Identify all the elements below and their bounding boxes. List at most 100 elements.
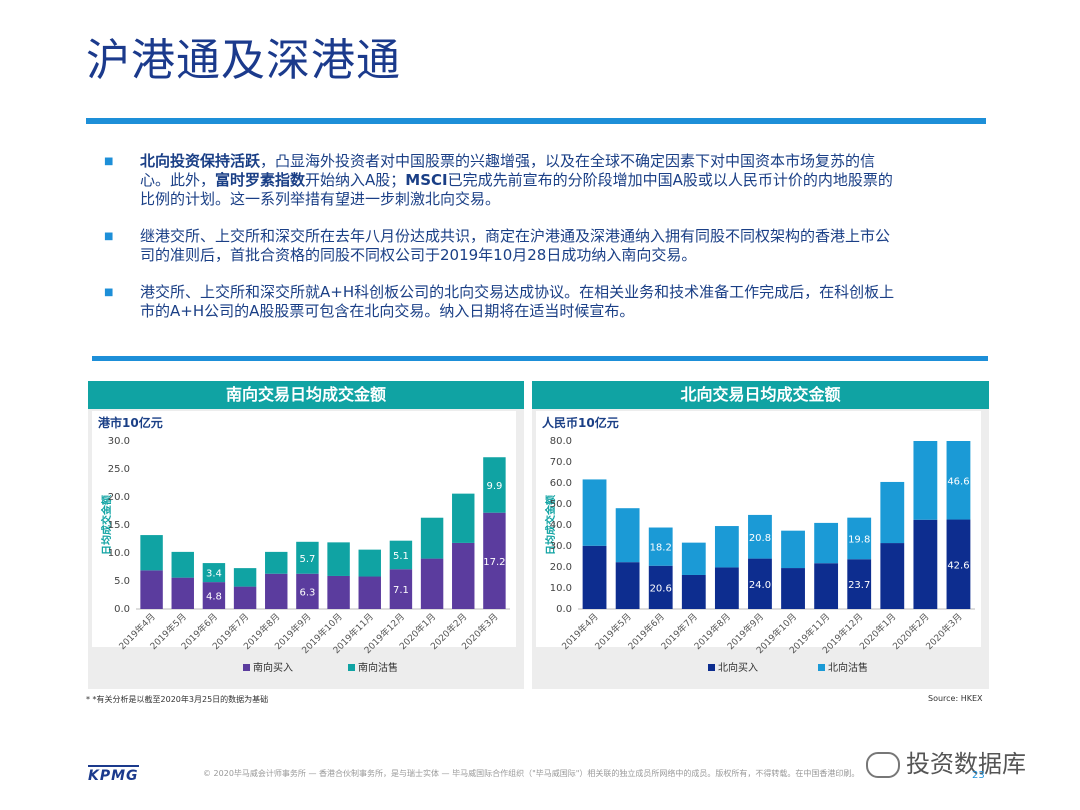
data-label: 42.6	[947, 560, 969, 571]
y-tick-label: 50.0	[550, 499, 572, 510]
bar	[389, 540, 413, 570]
list-item: ■ 继港交所、上交所和深交所在去年八月份达成共识，商定在沪港通及深港通纳入拥有同…	[104, 227, 904, 265]
legend-label: 南向沽售	[358, 661, 398, 674]
bar	[233, 568, 257, 587]
bullet-body: 开始纳入A股；	[305, 171, 406, 189]
y-tick-label: 30.0	[108, 436, 130, 447]
bullet-icon: ■	[104, 156, 114, 167]
wechat-icon	[866, 752, 900, 778]
chart-title: 南向交易日均成交金额	[88, 381, 524, 409]
bar	[265, 573, 288, 609]
mid-divider	[92, 356, 988, 361]
y-tick-label: 70.0	[550, 457, 572, 468]
bar	[358, 576, 381, 609]
data-label: 19.8	[848, 534, 870, 545]
y-tick-label: 60.0	[550, 478, 572, 489]
bar	[202, 563, 226, 583]
bar	[681, 542, 706, 575]
watermark: 投资数据库	[866, 744, 1026, 779]
unit-label: 人民币10亿元	[542, 415, 619, 430]
bar	[265, 551, 288, 574]
bar	[615, 562, 640, 609]
chart-title: 北向交易日均成交金额	[532, 381, 989, 409]
data-label: 23.7	[848, 580, 870, 591]
bar	[233, 586, 257, 609]
bar	[327, 542, 350, 576]
y-tick-label: 5.0	[114, 576, 130, 587]
bar	[748, 558, 772, 609]
bullet-lead: 北向投资保持活跃	[140, 152, 261, 170]
page-title: 沪港通及深港通	[86, 35, 401, 86]
bar	[582, 479, 607, 546]
data-label: 20.8	[749, 533, 771, 544]
bar	[648, 527, 673, 566]
source-note: Source: HKEX	[928, 694, 983, 703]
bar	[327, 575, 350, 609]
data-label: 5.7	[299, 554, 315, 565]
data-label: 6.3	[299, 587, 315, 598]
bar	[358, 549, 381, 577]
unit-label: 港市10亿元	[98, 415, 163, 430]
bar	[913, 519, 938, 609]
bar	[946, 519, 971, 609]
bar	[880, 543, 905, 609]
y-tick-label: 25.0	[108, 464, 130, 475]
y-tick-label: 80.0	[550, 436, 572, 447]
legend-swatch	[818, 664, 825, 671]
bar	[452, 493, 475, 543]
bar	[202, 582, 226, 609]
bar	[483, 457, 506, 513]
bar	[748, 514, 772, 559]
bar	[847, 559, 872, 609]
y-tick-label: 20.0	[550, 562, 572, 573]
bar	[140, 570, 163, 609]
bar	[880, 481, 905, 544]
bar	[171, 551, 194, 578]
bar	[714, 567, 739, 609]
bar	[648, 565, 673, 609]
data-label: 9.9	[486, 481, 502, 492]
bullet-body: 已完成先前宣布的分阶段增加中国A股或以人民币计价的内地股票的比例的计划。这一系列…	[140, 171, 893, 208]
y-tick-label: 20.0	[108, 492, 130, 503]
y-tick-label: 30.0	[550, 541, 572, 552]
watermark-text: 投资数据库	[906, 750, 1026, 778]
data-label: 18.2	[650, 543, 672, 554]
legend-swatch	[348, 664, 355, 671]
legal-text: © 2020毕马威会计师事务所 — 香港合伙制事务所，是与瑞士实体 — 毕马威国…	[203, 769, 860, 778]
legend-label: 北向买入	[718, 661, 758, 674]
y-tick-label: 15.0	[108, 520, 130, 531]
bar	[420, 517, 444, 559]
page-number: 23	[972, 770, 985, 781]
data-label: 24.0	[749, 580, 771, 591]
bar	[681, 574, 706, 609]
bar	[296, 541, 319, 574]
y-tick-label: 40.0	[550, 520, 572, 531]
bar	[171, 577, 194, 609]
bar	[814, 563, 839, 609]
northbound-chart-panel: 北向交易日均成交金额 人民币10亿元 日均成交金额 0.0 10.0 20.0 30.0 4…	[532, 381, 989, 689]
legend-label: 北向沽售	[828, 661, 868, 674]
bar	[615, 508, 640, 563]
bar	[814, 522, 839, 564]
data-label: 7.1	[393, 585, 409, 596]
bullet-list: ■ 北向投资保持活跃，凸显海外投资者对中国股票的兴趣增强，以及在全球不确定因素下…	[104, 152, 904, 339]
footnote: * *有关分析是以截至2020年3月25日的数据为基础	[86, 695, 269, 704]
bullet-emph: MSCI	[405, 171, 448, 189]
y-tick-label: 0.0	[114, 604, 130, 615]
southbound-chart-panel: 南向交易日均成交金额 港市10亿元 日均成交金额 0.0 5.0 10.0 15.0 20.…	[88, 381, 524, 689]
data-label: 4.8	[206, 592, 222, 603]
data-label: 3.4	[206, 569, 222, 580]
legend-swatch	[243, 664, 250, 671]
bar	[913, 441, 938, 520]
bullet-icon: ■	[104, 287, 114, 298]
legend-label: 南向买入	[253, 661, 293, 674]
bar	[714, 526, 739, 568]
bar	[483, 512, 506, 609]
bullet-text: 北向投资保持活跃，凸显海外投资者对中国股票的兴趣增强，以及在全球不确定因素下对中…	[140, 152, 904, 209]
y-tick-label: 10.0	[108, 548, 130, 559]
bullet-text: 港交所、上交所和深交所就A+H科创板公司的北向交易达成协议。在相关业务和技术准备…	[140, 283, 895, 320]
southbound-chart: 港市10亿元日均成交金额0.05.010.015.020.025.030.020…	[92, 411, 516, 674]
bar	[781, 530, 805, 569]
y-tick-label: 0.0	[556, 604, 572, 615]
